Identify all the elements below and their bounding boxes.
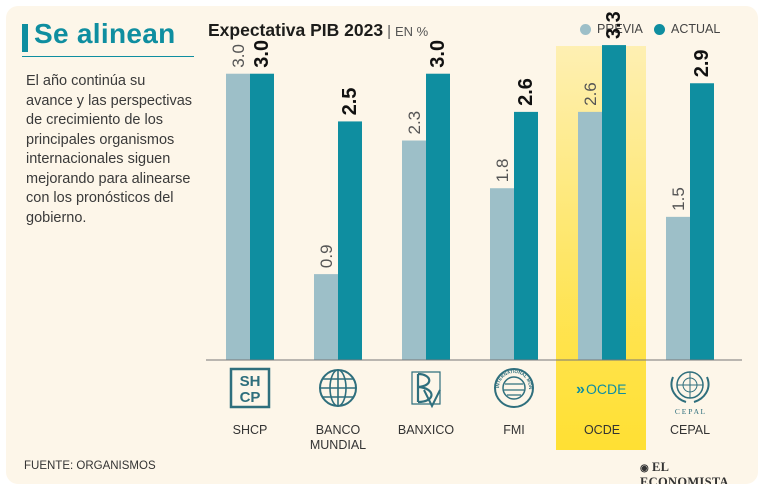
headline-accent-bar: [22, 24, 28, 52]
data-label-previa: 2.6: [581, 82, 600, 106]
banxico-b: [416, 372, 433, 404]
category-label: CEPAL: [670, 423, 710, 437]
data-label-actual: 2.6: [515, 78, 537, 106]
data-label-actual: 2.5: [339, 88, 361, 116]
seal-outer: [494, 368, 534, 408]
chart-title: Expectativa PIB 2023 | EN %: [208, 20, 428, 41]
legend-swatch-previa: [580, 23, 591, 35]
bar-actual: [250, 73, 274, 360]
legend-label-actual: ACTUAL: [671, 22, 721, 36]
banxico-frame: [411, 371, 441, 405]
bar-actual: [602, 45, 626, 360]
data-label-actual: 3.0: [427, 40, 449, 68]
shcp-letters-top: SH: [240, 373, 261, 390]
bar-previa: [578, 111, 602, 360]
bar-previa: [314, 274, 338, 360]
category-label: BANCO: [316, 423, 361, 437]
legend-item-previa: PREVIA: [580, 22, 643, 36]
oecd-chevrons: »: [576, 381, 585, 398]
bar-previa: [402, 140, 426, 360]
data-label-previa: 2.3: [405, 111, 424, 135]
category-label: OCDE: [584, 423, 620, 437]
seal-text-path-content: INTERNATIONAL MONETARY FUND: [495, 369, 533, 389]
legend-swatch-actual: [654, 23, 665, 35]
seal-text: INTERNATIONAL MONETARY FUND: [495, 369, 533, 389]
shcp-letters-bottom: CP: [240, 389, 261, 406]
world-bank-globe-icon: [319, 369, 357, 407]
category-label: BANXICO: [398, 423, 455, 437]
oecd-logo-icon: » OCDE: [576, 381, 626, 398]
data-label-actual: 3.0: [251, 40, 273, 68]
bar-actual: [514, 111, 538, 360]
cepal-wordmark: C E P A L: [675, 407, 706, 416]
legend-item-actual: ACTUAL: [654, 22, 720, 36]
bar-previa: [666, 216, 690, 360]
chart-title-separator: |: [387, 23, 392, 40]
chart-title-text: Expectativa PIB 2023: [208, 20, 384, 40]
data-label-actual: 2.9: [691, 49, 713, 77]
oecd-wordmark: OCDE: [586, 381, 626, 397]
bar-actual: [338, 121, 362, 360]
source-note: FUENTE: ORGANISMOS: [24, 460, 156, 472]
headline-rule: [22, 56, 194, 57]
brand-name: EL ECONOMISTA: [640, 460, 729, 484]
data-label-previa: 0.9: [317, 244, 336, 268]
infographic-card: Se alinean El año continúa su avance y l…: [6, 6, 758, 484]
bar-previa: [490, 188, 514, 360]
imf-seal-icon: INTERNATIONAL MONETARY FUND: [494, 368, 534, 408]
category-label: SHCP: [233, 423, 268, 437]
body-text: El año continúa su avance y las perspect…: [26, 73, 193, 226]
shcp-frame: [229, 367, 271, 409]
data-label-previa: 3.0: [229, 44, 248, 68]
shcp-logo-icon: SHCP: [229, 367, 271, 409]
cepal-un-emblem-icon: C E P A L: [670, 371, 710, 416]
bar-previa: [226, 73, 250, 360]
bar-chart: 3.0 3.0SHCP0.92.5BANCOMUNDIAL2.33.0BANXIC…: [206, 11, 742, 452]
banxico-logo-icon: [411, 371, 441, 409]
category-label: FMI: [503, 423, 525, 437]
banxico-m: [423, 389, 441, 409]
data-label-previa: 1.8: [493, 159, 512, 183]
data-label-previa: 1.5: [669, 187, 688, 211]
legend-label-previa: PREVIA: [597, 22, 643, 36]
seal-lines: [504, 383, 524, 396]
bar-actual: [426, 73, 450, 360]
brand-logo: ◉ EL ECONOMISTA: [640, 460, 758, 484]
data-label-actual: 3.3: [603, 11, 625, 39]
category-label: MUNDIAL: [310, 438, 366, 452]
headline: Se alinean: [34, 18, 176, 49]
seal-inner: [502, 376, 526, 400]
un-laurel: [670, 376, 710, 403]
chart-unit: EN %: [395, 24, 429, 39]
brand-mark-icon: ◉: [640, 463, 650, 474]
bar-actual: [690, 83, 714, 360]
